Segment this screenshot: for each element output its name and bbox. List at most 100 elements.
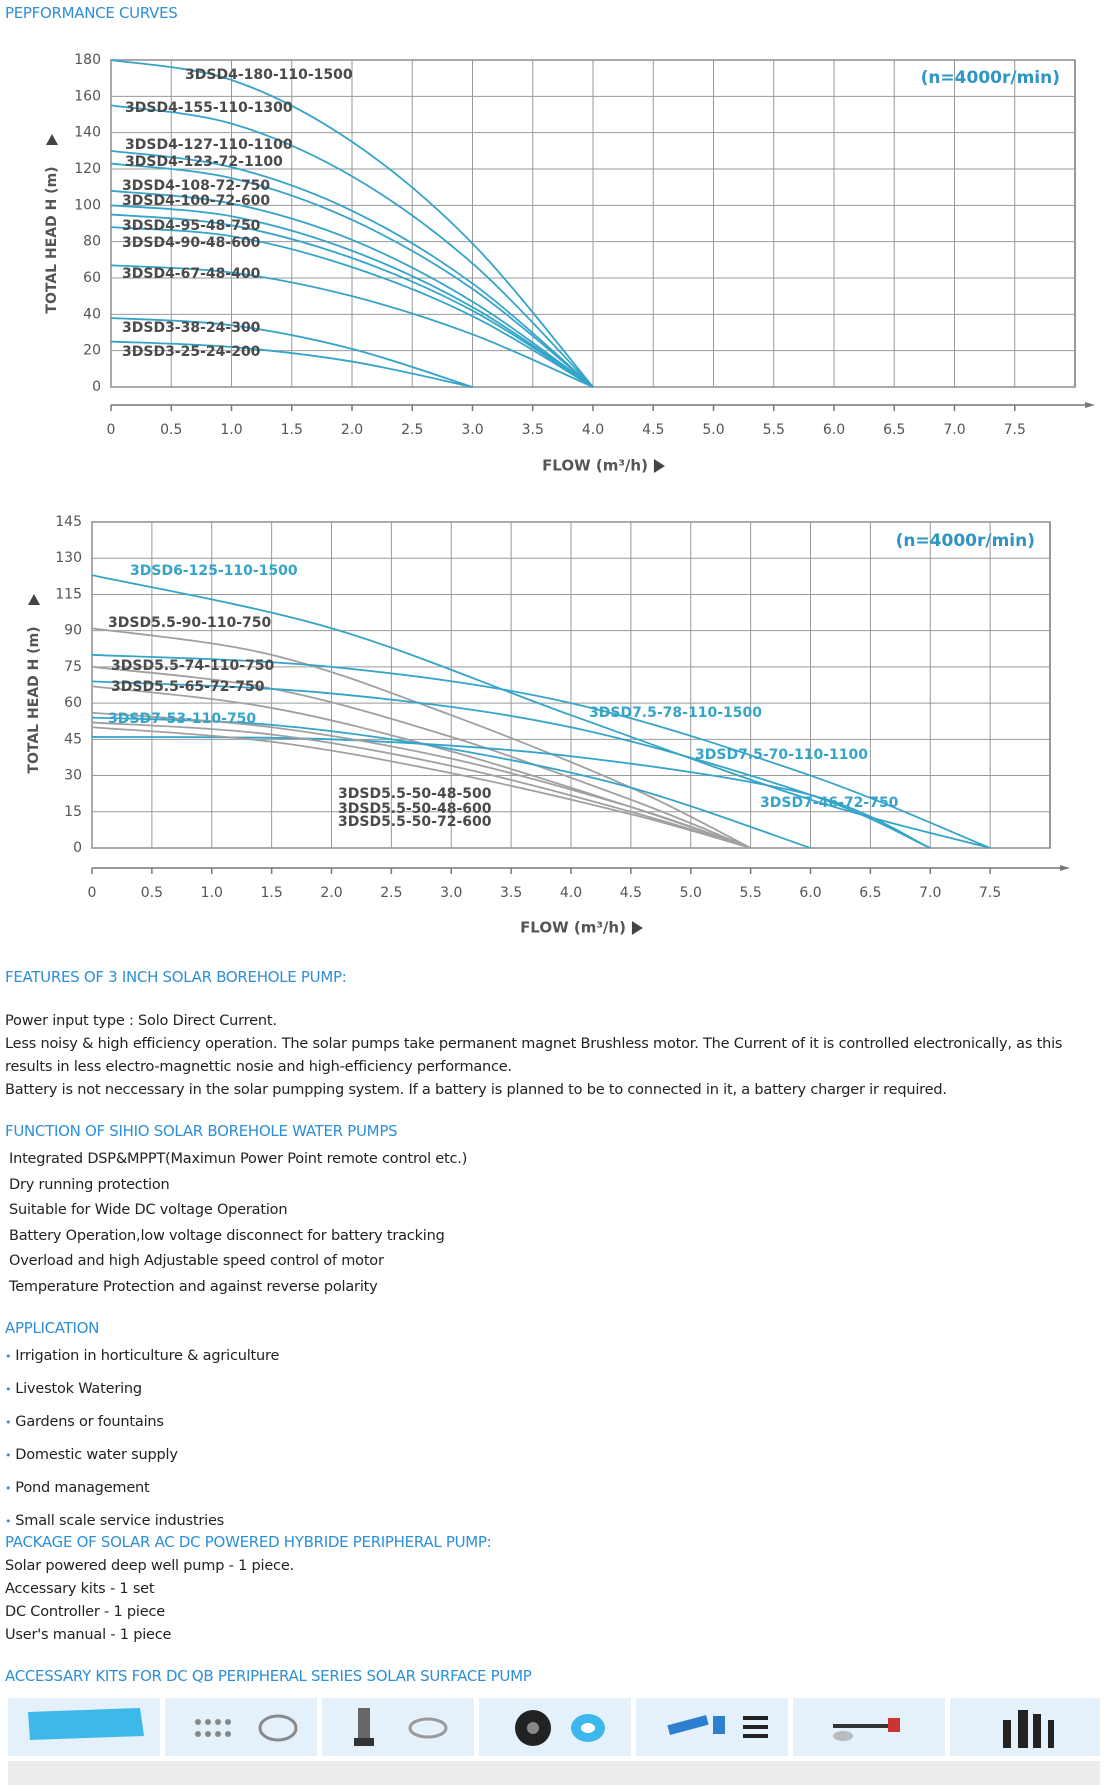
x-tick-label: 2.0 xyxy=(341,422,363,438)
x-tick-label: 4.0 xyxy=(582,422,604,438)
y-tick-label: 40 xyxy=(83,306,101,322)
list-item: Small scale service industries xyxy=(5,1505,1105,1538)
curve xyxy=(110,264,594,388)
y-axis-title: TOTAL HEAD H (m) xyxy=(44,166,60,313)
text-line: Power input type : Solo Direct Current. xyxy=(5,1013,277,1029)
curve-label: 3DSD4-180-110-1500 xyxy=(185,67,353,83)
y-tick-label: 130 xyxy=(55,550,82,566)
curve-label: 3DSD5.5-90-110-750 xyxy=(108,615,271,631)
curve-label: 3DSD4-100-72-600 xyxy=(122,193,270,209)
curve-label: 3DSD4-67-48-400 xyxy=(122,266,261,282)
plot-frame xyxy=(91,521,1051,849)
x-tick-label: 1.0 xyxy=(220,422,242,438)
curve xyxy=(91,721,751,849)
package-list: Solar powered deep well pump - 1 piece. … xyxy=(5,1555,1105,1647)
section-title: APPLICATION xyxy=(5,1319,100,1337)
x-tick-label: 7.5 xyxy=(1004,422,1026,438)
x-tick-label: 3.5 xyxy=(500,885,522,901)
list-item: Battery Operation,low voltage disconnect… xyxy=(9,1227,445,1244)
curve xyxy=(110,340,473,388)
x-axis-title: FLOW (m³/h) xyxy=(520,919,626,937)
axis-title-arrow xyxy=(28,594,40,605)
curve xyxy=(91,665,751,849)
y-axis-title: TOTAL HEAD H (m) xyxy=(26,626,42,773)
list-item: Domestic water supply xyxy=(5,1439,1105,1472)
icon-tape xyxy=(28,1708,144,1740)
y-tick-label: 180 xyxy=(74,52,101,68)
footer-bar xyxy=(8,1761,1100,1785)
x-tick-label: 7.5 xyxy=(979,885,1001,901)
y-tick-label: 75 xyxy=(64,659,82,675)
x-tick-label: 6.0 xyxy=(823,422,845,438)
application-list: Irrigation in horticulture & agriculture… xyxy=(5,1340,1105,1538)
x-axis-title: FLOW (m³/h) xyxy=(542,457,648,475)
x-tick-label: 7.0 xyxy=(919,885,941,901)
curve-label: 3DSD4-127-110-1100 xyxy=(125,137,293,153)
y-tick-label: 20 xyxy=(83,343,101,359)
section-title: ACCESSARY KITS FOR DC QB PERIPHERAL SERI… xyxy=(5,1667,532,1685)
axis-arrow xyxy=(1060,865,1070,871)
curve xyxy=(110,189,594,388)
list-item: Solar powered deep well pump - 1 piece. xyxy=(5,1558,294,1574)
curve xyxy=(91,685,751,849)
icon-clamps xyxy=(195,1714,298,1742)
curve xyxy=(110,204,594,388)
curve-label: 3DSD5.5-74-110-750 xyxy=(111,658,274,674)
section-title: PACKAGE OF SOLAR AC DC POWERED HYBRIDE P… xyxy=(5,1533,492,1551)
x-tick-label: 3.5 xyxy=(522,422,544,438)
curve xyxy=(91,736,931,849)
curve xyxy=(110,213,594,388)
curve xyxy=(91,627,752,849)
y-tick-label: 60 xyxy=(64,695,82,711)
curve-label: 3DSD7-53-110-750 xyxy=(108,711,256,727)
x-tick-label: 2.5 xyxy=(380,885,402,901)
x-tick-label: 4.0 xyxy=(560,885,582,901)
x-tick-label: 2.5 xyxy=(401,422,423,438)
features-list: Power input type : Solo Direct Current. … xyxy=(5,1010,1105,1102)
icon-valve xyxy=(354,1708,448,1746)
y-tick-label: 45 xyxy=(64,731,82,747)
curve xyxy=(91,680,931,849)
list-item: DC Controller - 1 piece xyxy=(5,1604,165,1620)
curve xyxy=(91,716,811,849)
x-tick-label: 5.0 xyxy=(702,422,724,438)
function-list: Integrated DSP&MPPT(Maximun Power Point … xyxy=(5,1147,1105,1301)
accessory-images xyxy=(8,1698,1100,1756)
x-tick-label: 0.5 xyxy=(160,422,182,438)
y-tick-label: 115 xyxy=(55,586,82,602)
x-tick-label: 1.0 xyxy=(201,885,223,901)
y-tick-label: 160 xyxy=(74,88,101,104)
x-tick-label: 6.5 xyxy=(883,422,905,438)
x-tick-label: 1.5 xyxy=(260,885,282,901)
list-item: Irrigation in horticulture & agriculture xyxy=(5,1340,1105,1373)
y-tick-label: 15 xyxy=(64,804,82,820)
x-tick-label: 3.0 xyxy=(440,885,462,901)
curve-label: 3DSD7.5-78-110-1500 xyxy=(589,705,762,721)
x-tick-label: 5.5 xyxy=(763,422,785,438)
x-tick-label: 0 xyxy=(88,885,97,901)
x-tick-label: 4.5 xyxy=(642,422,664,438)
curve xyxy=(110,162,594,388)
curve-label: 3DSD5.5-65-72-750 xyxy=(111,679,265,695)
list-item: Accessary kits - 1 set xyxy=(5,1581,155,1597)
curve xyxy=(110,226,594,388)
icon-tape-roll xyxy=(515,1710,605,1746)
text-line: Less noisy & high efficiency operation. … xyxy=(5,1036,1063,1075)
curve-label: 3DSD3-38-24-300 xyxy=(122,320,261,336)
curve-label: 3DSD4-90-48-600 xyxy=(122,235,261,251)
curve xyxy=(91,726,751,849)
icon-mc4 xyxy=(1003,1710,1054,1748)
curve-label: 3DSD4-95-48-750 xyxy=(122,218,261,234)
y-tick-label: 0 xyxy=(73,840,82,856)
list-item: Integrated DSP&MPPT(Maximun Power Point … xyxy=(9,1151,468,1167)
y-tick-label: 145 xyxy=(55,514,82,530)
x-tick-label: 6.0 xyxy=(799,885,821,901)
list-item: User's manual - 1 piece xyxy=(5,1627,172,1643)
list-item: Dry running protection xyxy=(9,1176,170,1193)
list-item: Suitable for Wide DC voltage Operation xyxy=(9,1202,288,1219)
y-tick-label: 60 xyxy=(83,270,101,286)
axis-arrow xyxy=(1085,402,1095,408)
x-tick-label: 0.5 xyxy=(141,885,163,901)
